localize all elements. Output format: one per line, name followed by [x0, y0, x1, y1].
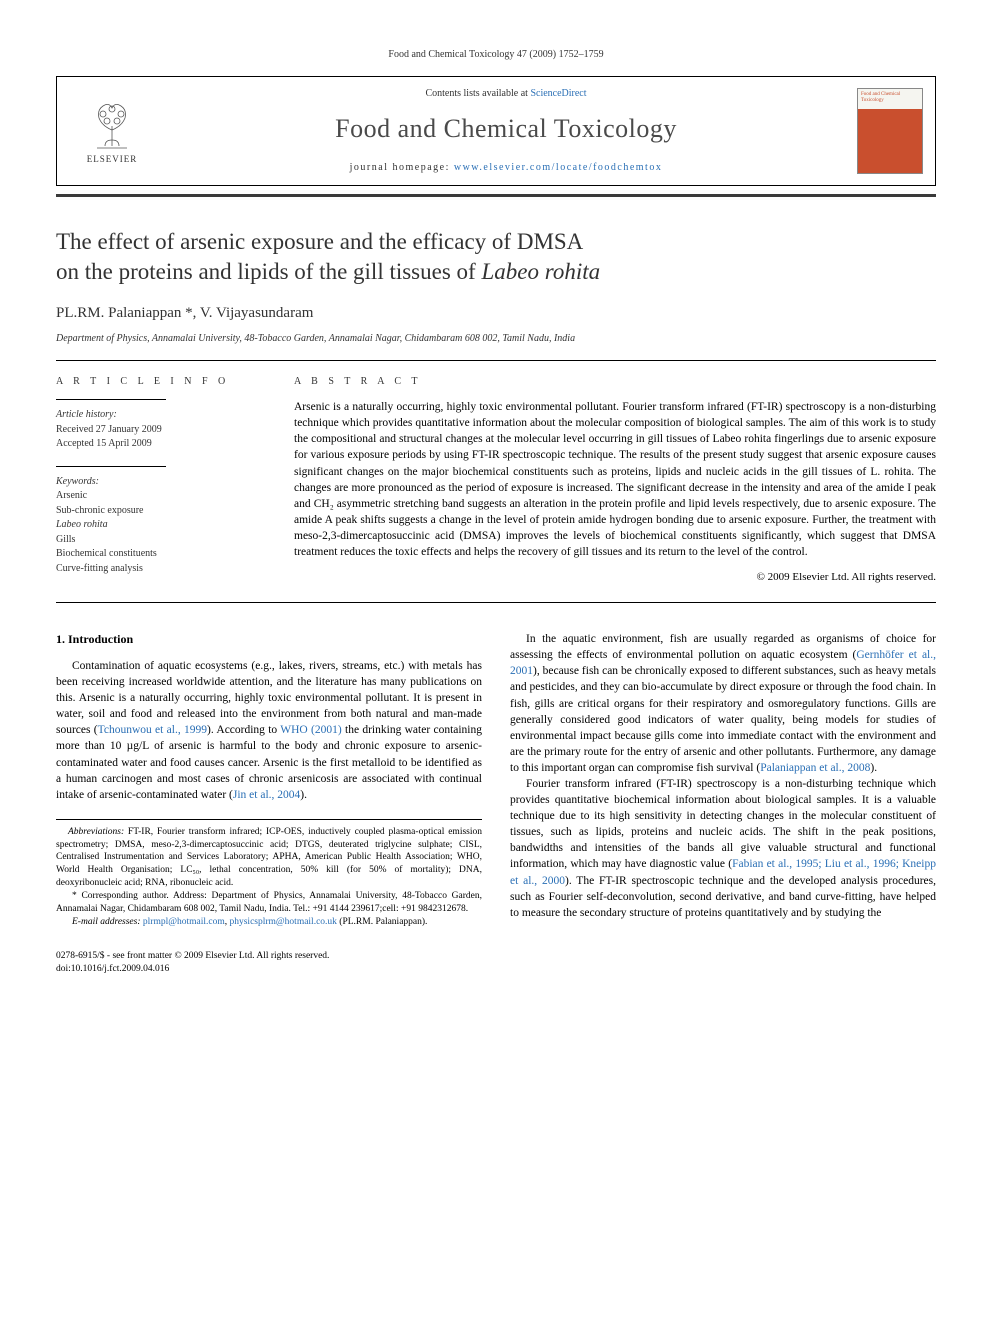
- journal-homepage-line: journal homepage: www.elsevier.com/locat…: [350, 161, 663, 175]
- contents-prefix: Contents lists available at: [425, 88, 530, 99]
- footnotes: Abbreviations: FT-IR, Fourier transform …: [56, 819, 482, 929]
- front-matter-line: 0278-6915/$ - see front matter © 2009 El…: [56, 950, 936, 963]
- author-email-link[interactable]: plrmpl@hotmail.com: [143, 917, 225, 927]
- keywords-block: Keywords: Arsenic Sub-chronic exposure L…: [56, 475, 266, 577]
- article-info-column: A R T I C L E I N F O Article history: R…: [56, 375, 266, 590]
- journal-name: Food and Chemical Toxicology: [335, 111, 677, 147]
- journal-cover-thumbnail: Food and Chemical Toxicology: [857, 88, 923, 174]
- running-header: Food and Chemical Toxicology 47 (2009) 1…: [56, 48, 936, 62]
- masthead-center: Contents lists available at ScienceDirec…: [167, 77, 845, 185]
- abstract-copyright: © 2009 Elsevier Ltd. All rights reserved…: [294, 570, 936, 585]
- p2-text-c: ).: [870, 762, 877, 774]
- p1-text-d: ).: [300, 789, 307, 801]
- body-column-right: In the aquatic environment, fish are usu…: [510, 631, 936, 928]
- keyword: Gills: [56, 534, 75, 545]
- intro-paragraph-3: Fourier transform infrared (FT-IR) spect…: [510, 776, 936, 921]
- keyword: Sub-chronic exposure: [56, 505, 143, 516]
- info-rule-1: [56, 399, 166, 400]
- body-column-left: 1. Introduction Contamination of aquatic…: [56, 631, 482, 928]
- body-columns: 1. Introduction Contamination of aquatic…: [56, 631, 936, 928]
- citation-link[interactable]: Tchounwou et al., 1999: [98, 724, 207, 736]
- abbrev-label: Abbreviations:: [68, 827, 124, 837]
- doi-line: doi:10.1016/j.fct.2009.04.016: [56, 963, 936, 976]
- keyword: Arsenic: [56, 490, 87, 501]
- author-list: PL.RM. Palaniappan *, V. Vijayasundaram: [56, 303, 936, 324]
- masthead-rule: [56, 194, 936, 197]
- p3-text-b: ). The FT-IR spectroscopic technique and…: [510, 875, 936, 919]
- title-line-2-pre: on the proteins and lipids of the gill t…: [56, 259, 481, 284]
- email-label: E-mail addresses:: [72, 917, 141, 927]
- info-rule-2: [56, 466, 166, 467]
- corr-label: * Corresponding author.: [72, 891, 169, 901]
- corresponding-author-footnote: * Corresponding author. Address: Departm…: [56, 890, 482, 916]
- homepage-prefix: journal homepage:: [350, 162, 454, 173]
- citation-link[interactable]: Jin et al., 2004: [233, 789, 300, 801]
- keyword: Labeo rohita: [56, 519, 108, 530]
- affiliation: Department of Physics, Annamalai Univers…: [56, 332, 936, 346]
- info-abstract-row: A R T I C L E I N F O Article history: R…: [56, 361, 936, 602]
- info-bottom-rule: [56, 602, 936, 603]
- article-title: The effect of arsenic exposure and the e…: [56, 227, 936, 287]
- journal-masthead: ELSEVIER Contents lists available at Sci…: [56, 76, 936, 186]
- email-suffix: (PL.RM. Palaniappan).: [337, 917, 428, 927]
- elsevier-tree-icon: [87, 96, 137, 151]
- journal-cover-title: Food and Chemical Toxicology: [861, 92, 919, 103]
- abstract-heading: A B S T R A C T: [294, 375, 936, 389]
- abstract-text: Arsenic is a naturally occurring, highly…: [294, 399, 936, 560]
- page-footer: 0278-6915/$ - see front matter © 2009 El…: [56, 950, 936, 976]
- intro-paragraph-1: Contamination of aquatic ecosystems (e.g…: [56, 658, 482, 803]
- history-accepted: Accepted 15 April 2009: [56, 438, 152, 449]
- citation-link[interactable]: WHO (2001): [280, 724, 341, 736]
- journal-homepage-link[interactable]: www.elsevier.com/locate/foodchemtox: [454, 162, 662, 173]
- keyword: Biochemical constituents: [56, 548, 157, 559]
- title-line-1: The effect of arsenic exposure and the e…: [56, 229, 583, 254]
- p2-text-b: ), because fish can be chronically expos…: [510, 665, 936, 774]
- keywords-label: Keywords:: [56, 476, 99, 487]
- article-history: Article history: Received 27 January 200…: [56, 408, 266, 452]
- abbreviations-footnote: Abbreviations: FT-IR, Fourier transform …: [56, 826, 482, 890]
- elsevier-logo: ELSEVIER: [77, 91, 147, 171]
- history-received: Received 27 January 2009: [56, 424, 162, 435]
- p1-text-b: ). According to: [207, 724, 280, 736]
- keyword: Curve-fitting analysis: [56, 563, 143, 574]
- publisher-logo-box: ELSEVIER: [57, 77, 167, 185]
- elsevier-wordmark: ELSEVIER: [87, 153, 138, 166]
- author-email-link[interactable]: physicsplrm@hotmail.co.uk: [229, 917, 336, 927]
- history-label: Article history:: [56, 409, 117, 420]
- citation-link[interactable]: Palaniappan et al., 2008: [760, 762, 870, 774]
- title-species: Labeo rohita: [481, 259, 600, 284]
- email-footnote: E-mail addresses: plrmpl@hotmail.com, ph…: [56, 916, 482, 929]
- intro-paragraph-2: In the aquatic environment, fish are usu…: [510, 631, 936, 776]
- p3-text-a: Fourier transform infrared (FT-IR) spect…: [510, 778, 936, 870]
- article-info-heading: A R T I C L E I N F O: [56, 375, 266, 389]
- sciencedirect-link[interactable]: ScienceDirect: [530, 88, 586, 99]
- abstract-column: A B S T R A C T Arsenic is a naturally o…: [294, 375, 936, 590]
- journal-cover-box: Food and Chemical Toxicology: [845, 77, 935, 185]
- contents-available-line: Contents lists available at ScienceDirec…: [425, 87, 586, 101]
- section-1-heading: 1. Introduction: [56, 631, 482, 648]
